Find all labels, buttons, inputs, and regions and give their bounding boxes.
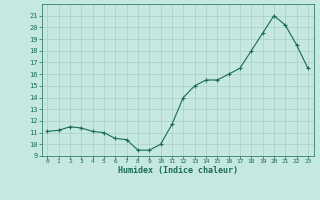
X-axis label: Humidex (Indice chaleur): Humidex (Indice chaleur) (118, 166, 237, 175)
